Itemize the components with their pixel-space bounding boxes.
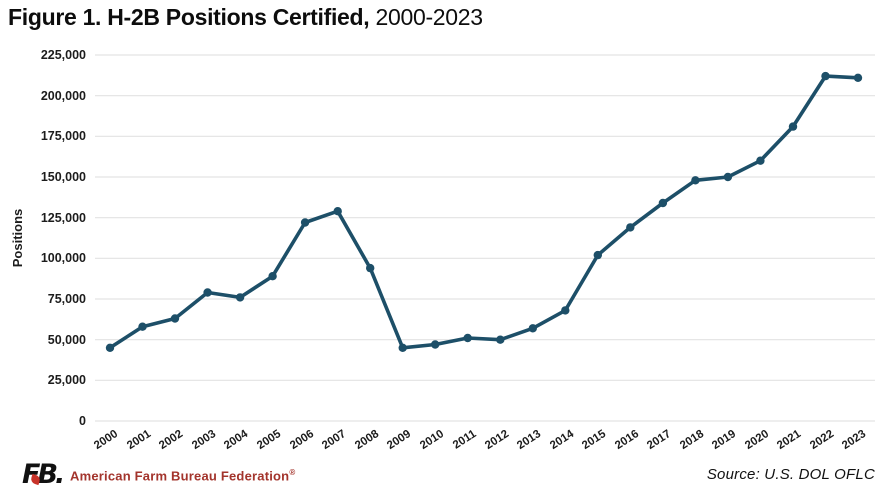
source-attribution: Source: U.S. DOL OFLC [706,466,875,483]
x-tick-label: 2010 [417,428,446,453]
x-tick-label: 2009 [385,428,414,453]
x-tick-label: 2016 [612,428,641,453]
x-tick-label: 2013 [515,428,544,453]
x-tick-label: 2015 [580,428,609,453]
y-tick-label: 225,000 [40,48,86,62]
data-point-2003 [203,288,212,297]
data-point-2013 [528,324,537,333]
x-tick-label: 2022 [808,428,837,453]
data-point-2016 [626,223,635,232]
x-tick-label: 2023 [840,428,869,453]
y-tick-label: 150,000 [40,170,86,184]
data-line [108,74,860,350]
x-tick-label: 2008 [352,428,381,453]
chart-title-range: 2000-2023 [369,4,483,30]
data-point-2008 [366,263,375,273]
data-point-2018 [691,176,700,185]
data-point-2002 [170,314,180,323]
data-point-2012 [496,335,505,344]
x-tick-label: 2004 [222,428,251,453]
y-tick-label: 200,000 [40,88,86,103]
x-tick-label: 2003 [190,428,219,453]
data-point-2001 [138,322,147,331]
x-tick-label: 2020 [742,428,771,453]
y-tick-label: 175,000 [40,129,86,144]
y-tick-label: 0 [79,414,86,428]
data-point-2022 [821,71,830,81]
y-tick-label: 125,000 [40,210,86,225]
line-chart: Positions 225,000 200,000 175,000 150,000 12… [0,40,889,455]
x-tick-label: 2002 [157,428,186,453]
data-point-2014 [561,306,570,315]
data-point-2005 [268,272,277,281]
data-point-2011 [463,333,472,343]
trademark-symbol: ® [289,468,296,477]
data-point-2023 [853,73,863,82]
data-point-2021 [788,122,798,131]
y-axis-title: Positions [10,208,25,268]
data-point-2000 [105,343,115,352]
x-tick-label: 2005 [255,428,284,453]
x-tick-label: 2007 [320,428,349,453]
data-point-2010 [431,340,440,349]
plot-area [95,54,875,422]
afbf-logo: FB. [22,460,74,490]
data-point-2017 [658,198,668,208]
data-point-2019 [723,172,733,182]
afbf-logo-text: FB. [22,459,65,490]
x-tick-label: 2017 [645,428,674,453]
x-tick-label: 2018 [677,428,706,453]
x-tick-label: 2001 [125,428,154,453]
data-point-2009 [398,343,407,352]
x-tick-label: 2011 [450,428,479,452]
data-point-2007 [333,207,342,216]
y-tick-label: 100,000 [40,251,86,266]
x-tick-label: 2006 [287,428,316,453]
x-tick-label: 2014 [547,428,576,453]
org-name: American Farm Bureau Federation® [70,468,296,484]
y-tick-label: 50,000 [47,332,86,347]
data-point-2015 [593,250,602,260]
x-tick-label: 2019 [710,428,739,453]
y-tick-label: 25,000 [47,373,86,388]
data-point-2004 [235,293,245,302]
x-tick-label: 2000 [92,428,121,453]
x-tick-label: 2012 [482,428,511,453]
data-point-2006 [300,218,310,227]
data-point-2020 [756,156,765,165]
footer: FB. American Farm Bureau Federation® Sou… [0,455,889,500]
chart-title: Figure 1. H-2B Positions Certified, 2000… [8,4,483,31]
x-tick-label: 2021 [775,428,804,453]
chart-title-bold: Figure 1. H-2B Positions Certified, [8,4,370,30]
y-tick-label: 75,000 [47,292,86,306]
